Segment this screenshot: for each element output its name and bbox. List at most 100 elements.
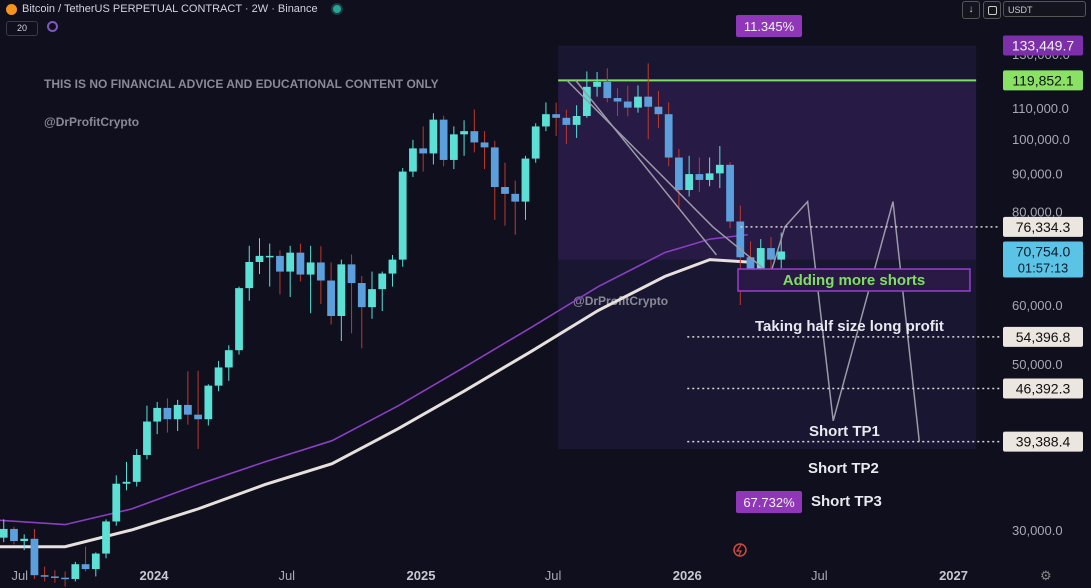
candle-body <box>767 248 775 260</box>
y-tick-label: 60,000.0 <box>1012 298 1063 313</box>
price-tag-level-bg <box>1003 326 1083 347</box>
price-tag-level: 46,392.3 <box>1016 380 1071 396</box>
bitcoin-icon <box>6 4 17 15</box>
candle-body <box>613 98 622 102</box>
y-tick-label: 30,000.0 <box>1012 523 1063 538</box>
candle-body <box>593 81 601 87</box>
sync-icon[interactable] <box>47 21 58 32</box>
price-tag-level-bg <box>1003 216 1083 237</box>
pct-top-tag-bg <box>736 15 802 37</box>
x-tick-label: Jul <box>811 568 828 583</box>
candle-body <box>357 283 366 308</box>
candle-body <box>0 528 8 538</box>
candle-body <box>112 483 121 522</box>
candle-body <box>61 577 70 580</box>
adding-shorts-box <box>737 268 971 292</box>
author-handle: @DrProfitCrypto <box>44 115 139 129</box>
candle-body <box>153 407 162 422</box>
candle-body <box>634 96 642 108</box>
candle-body <box>327 280 335 316</box>
copy-icon[interactable] <box>983 1 1001 19</box>
y-tick-label: 100,000.0 <box>1012 132 1070 147</box>
candle-body <box>378 273 387 290</box>
candle-body <box>470 131 479 143</box>
candle-body <box>132 454 141 482</box>
interval-box[interactable]: 20 <box>6 21 38 36</box>
candle-body <box>368 289 376 308</box>
market-status-icon <box>333 5 341 13</box>
candle-body <box>276 255 284 272</box>
candle-body <box>756 248 765 275</box>
candle-body <box>521 158 530 202</box>
ema-purple-line <box>0 233 748 526</box>
candle-body <box>91 553 100 570</box>
x-tick-label: Jul <box>278 568 295 583</box>
candle-body <box>173 404 182 420</box>
candle-body <box>675 157 683 191</box>
candle-body <box>439 119 448 160</box>
candle-body <box>490 147 499 187</box>
candle-body <box>603 81 612 99</box>
candle-body <box>51 576 59 578</box>
candle-body <box>20 538 29 542</box>
candle-body <box>644 96 653 107</box>
y-tick-label: 110,000.0 <box>1012 101 1069 116</box>
candle-body <box>183 404 192 415</box>
candle-body <box>409 148 417 172</box>
candle-body <box>552 114 561 118</box>
candle-body <box>664 114 673 158</box>
author-handle-overlay: @DrProfitCrypto <box>573 294 668 308</box>
alert-bolt-mark <box>735 544 742 556</box>
candle-body <box>715 164 724 174</box>
candle-body <box>419 148 428 154</box>
candle-body <box>388 259 397 274</box>
price-tag-level-bg <box>1003 431 1083 452</box>
candle-body <box>623 101 632 108</box>
x-tick-label: 2026 <box>673 568 702 583</box>
candle-body <box>654 106 663 115</box>
candle-body <box>214 367 223 386</box>
symbol-title[interactable]: Bitcoin / TetherUS PERPETUAL CONTRACT · … <box>22 3 318 15</box>
short-tp2-label: Short TP2 <box>808 460 879 477</box>
download-button[interactable]: ↓ <box>962 1 980 19</box>
candle-body <box>705 173 714 180</box>
candle-body <box>265 255 274 258</box>
y-tick-label: 80,000.0 <box>1012 205 1063 220</box>
y-tick-label: 50,000.0 <box>1012 357 1063 372</box>
x-tick-label: 2024 <box>140 568 170 583</box>
pct-bottom-tag-bg <box>736 491 802 513</box>
candle-body <box>337 264 346 316</box>
price-tag-current: 70,754.0 <box>1016 243 1071 259</box>
candle-body <box>777 251 786 260</box>
candle-body <box>102 521 110 554</box>
candle-body <box>562 117 571 125</box>
candle-body <box>449 134 458 160</box>
projection-path <box>566 79 921 442</box>
candle-body <box>40 575 49 577</box>
candle-body <box>531 126 540 159</box>
candle-body <box>480 142 489 148</box>
price-tag-green: 119,852.1 <box>1012 72 1073 88</box>
candle-body <box>224 350 233 368</box>
candle-body <box>398 171 407 260</box>
candle-body <box>81 564 90 570</box>
candle-body <box>695 174 704 180</box>
candle-body <box>685 174 694 191</box>
price-tag-current-timer: 01:57:13 <box>1018 260 1069 275</box>
price-tag-level: 54,396.8 <box>1016 329 1071 345</box>
candle-body <box>542 114 550 127</box>
x-tick-label: Jul <box>545 568 562 583</box>
candle-body <box>143 421 151 455</box>
pct-bottom-tag: 67.732% <box>743 495 795 510</box>
pct-top-tag: 11.345% <box>744 19 795 34</box>
settings-gear-icon[interactable]: ⚙ <box>1040 568 1052 583</box>
currency-select[interactable]: USDT <box>1003 1 1086 17</box>
price-tag-current-bg <box>1003 241 1083 278</box>
x-tick-label: 2025 <box>407 568 436 583</box>
price-tag-green-bg <box>1003 70 1083 91</box>
candle-body <box>306 262 315 275</box>
y-tick-label: 90,000.0 <box>1012 166 1063 181</box>
adding-shorts-label: Adding more shorts <box>783 272 926 289</box>
price-tag-level: 76,334.3 <box>1016 219 1071 235</box>
